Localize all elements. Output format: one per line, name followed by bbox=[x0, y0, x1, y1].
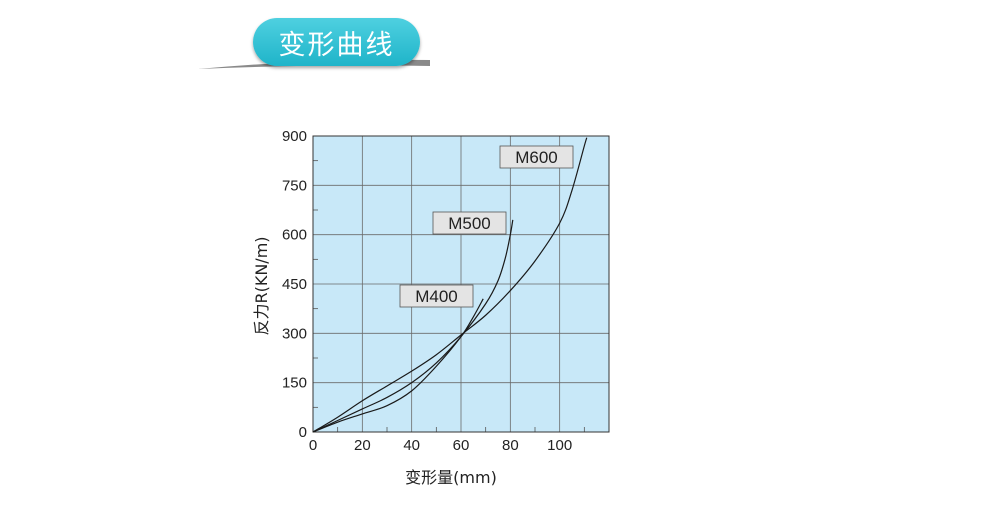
x-tick-label: 60 bbox=[453, 437, 470, 454]
y-tick-label: 900 bbox=[282, 128, 307, 145]
x-tick-label: 40 bbox=[403, 437, 420, 454]
series-line-m500 bbox=[312, 219, 514, 433]
series-label-m600: M600 bbox=[515, 148, 558, 167]
series-label-box-m500 bbox=[432, 211, 507, 235]
series-line-m600 bbox=[312, 137, 588, 433]
y-tick-label: 300 bbox=[282, 325, 307, 342]
series-label-m400: M400 bbox=[415, 287, 458, 306]
y-axis-title: 反力R(KN/m) bbox=[252, 236, 271, 335]
series-label-m500: M500 bbox=[448, 214, 491, 233]
y-tick-label: 0 bbox=[299, 424, 307, 441]
y-tick-label: 750 bbox=[282, 177, 307, 194]
grid-lines bbox=[313, 136, 609, 432]
plot-frame bbox=[312, 135, 610, 433]
series-label-box-m400 bbox=[399, 284, 474, 308]
y-tick-label: 600 bbox=[282, 227, 307, 244]
y-tick-label: 450 bbox=[282, 276, 307, 293]
minor-ticks bbox=[313, 160, 585, 432]
x-tick-label: 100 bbox=[547, 437, 572, 454]
tick-labels: 0 20 40 60 80 100 0 150 300 450 600 750 900 bbox=[282, 128, 572, 454]
series-label-box-m600 bbox=[499, 145, 574, 169]
x-tick-label: 20 bbox=[354, 437, 371, 454]
series-lines: M400 M500 M600 bbox=[312, 137, 588, 433]
section-title: 变形曲线 bbox=[278, 29, 395, 61]
y-tick-label: 150 bbox=[282, 375, 307, 392]
x-tick-label: 0 bbox=[309, 437, 317, 454]
x-axis-title: 变形量(mm) bbox=[405, 468, 497, 487]
x-tick-label: 80 bbox=[502, 437, 519, 454]
series-line-m400 bbox=[312, 298, 484, 433]
section-title-badge: 变形曲线 bbox=[253, 18, 420, 66]
